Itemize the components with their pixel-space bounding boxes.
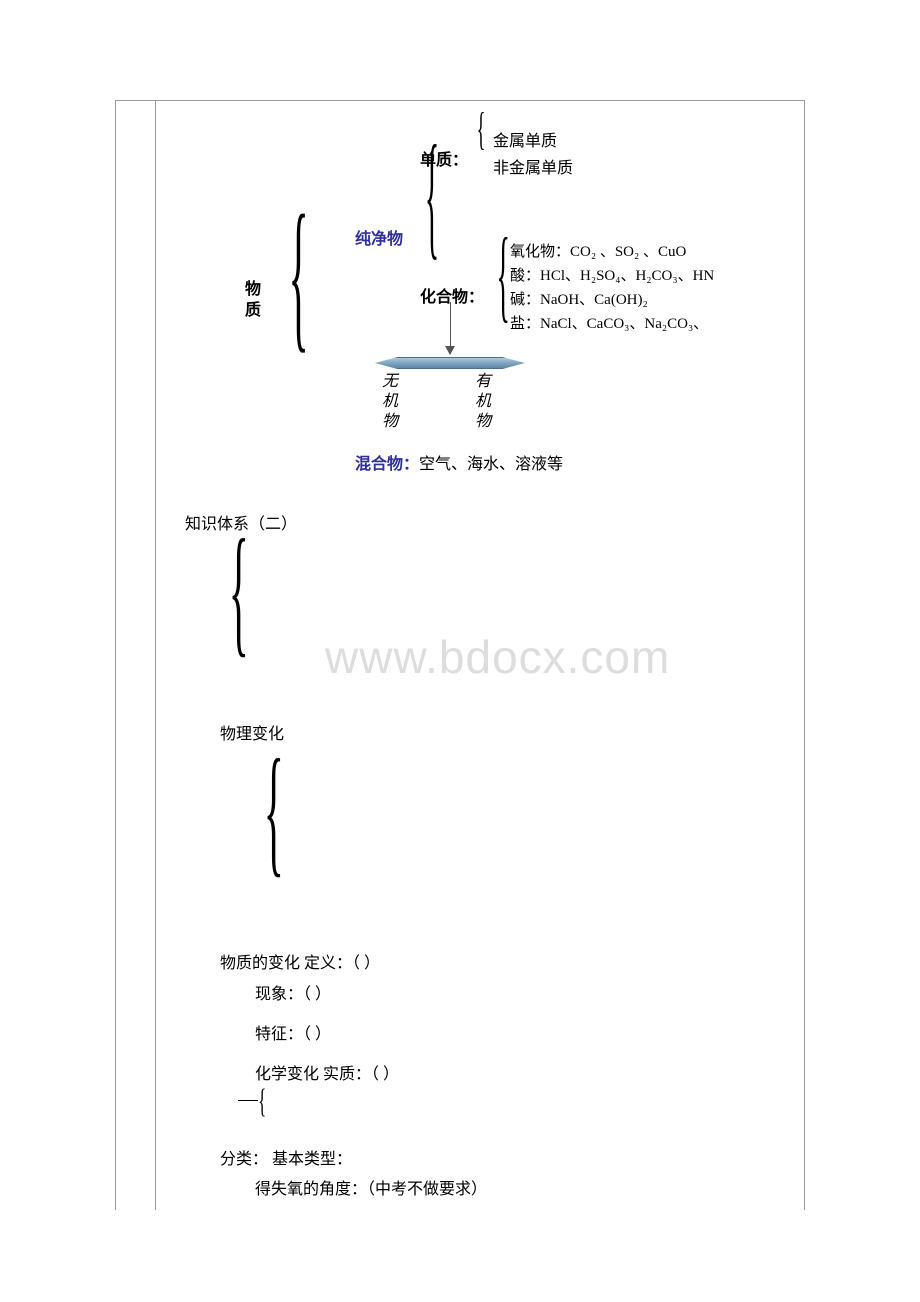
brace-icon: { xyxy=(477,106,486,152)
oxide-row: 氧化物：CO₂ 、SO₂ 、CuO xyxy=(510,240,714,264)
salt-row: 盐：NaCl、CaCO₃、Na₂CO₃、 xyxy=(510,312,714,336)
classification-row: 分类： 基本类型： xyxy=(220,1145,352,1169)
mixture-examples: 空气、海水、溶液等 xyxy=(419,456,563,473)
characteristic-row: 特征：（ ） xyxy=(255,1020,331,1044)
inorganic-label: 无 机 物 xyxy=(382,372,398,432)
brace-icon: { xyxy=(496,223,509,327)
mixture-label: 混合物： xyxy=(355,456,419,473)
organic-label: 有 机 物 xyxy=(475,372,491,432)
document-content: 物 质 { 纯净物 { 单质： { 金属单质 非金属单质 化合物： { 氧化物：… xyxy=(155,100,805,1210)
chemical-change-essence: 化学变化 实质：（ ） xyxy=(255,1060,399,1084)
substance-change-definition: 物质的变化 定义：（ ） xyxy=(220,949,380,973)
mixture-row: 混合物：空气、海水、溶液等 xyxy=(355,450,563,474)
metal-element: 金属单质 xyxy=(493,128,573,155)
element-types: 金属单质 非金属单质 xyxy=(493,128,573,182)
classification-diagram: 物 质 { 纯净物 { 单质： { 金属单质 非金属单质 化合物： { 氧化物：… xyxy=(165,110,795,470)
separator-shape xyxy=(375,357,525,369)
brace-connector xyxy=(238,1100,258,1101)
arrow-head-icon xyxy=(445,346,455,355)
compound-label: 化合物： xyxy=(420,283,484,307)
acid-row: 酸：HCl、H₂SO₄、H₂CO₃、HN xyxy=(510,264,714,288)
element-label: 单质： xyxy=(420,146,468,170)
phenomenon-row: 现象：（ ） xyxy=(255,980,331,1004)
oxygen-angle-row: 得失氧的角度：（中考不做要求） xyxy=(255,1175,487,1199)
watermark-text: www.bdocx.com xyxy=(325,630,670,684)
brace-icon: { xyxy=(258,1085,266,1119)
brace-icon: { xyxy=(289,191,309,359)
brace-icon: { xyxy=(229,518,249,662)
root-label: 物 质 xyxy=(245,280,261,322)
pure-substance-label: 纯净物 xyxy=(355,225,403,249)
brace-icon: { xyxy=(264,738,284,882)
compound-types: 氧化物：CO₂ 、SO₂ 、CuO 酸：HCl、H₂SO₄、H₂CO₃、HN 碱… xyxy=(510,240,714,336)
base-row: 碱：NaOH、Ca(OH)₂ xyxy=(510,288,714,312)
nonmetal-element: 非金属单质 xyxy=(493,155,573,182)
